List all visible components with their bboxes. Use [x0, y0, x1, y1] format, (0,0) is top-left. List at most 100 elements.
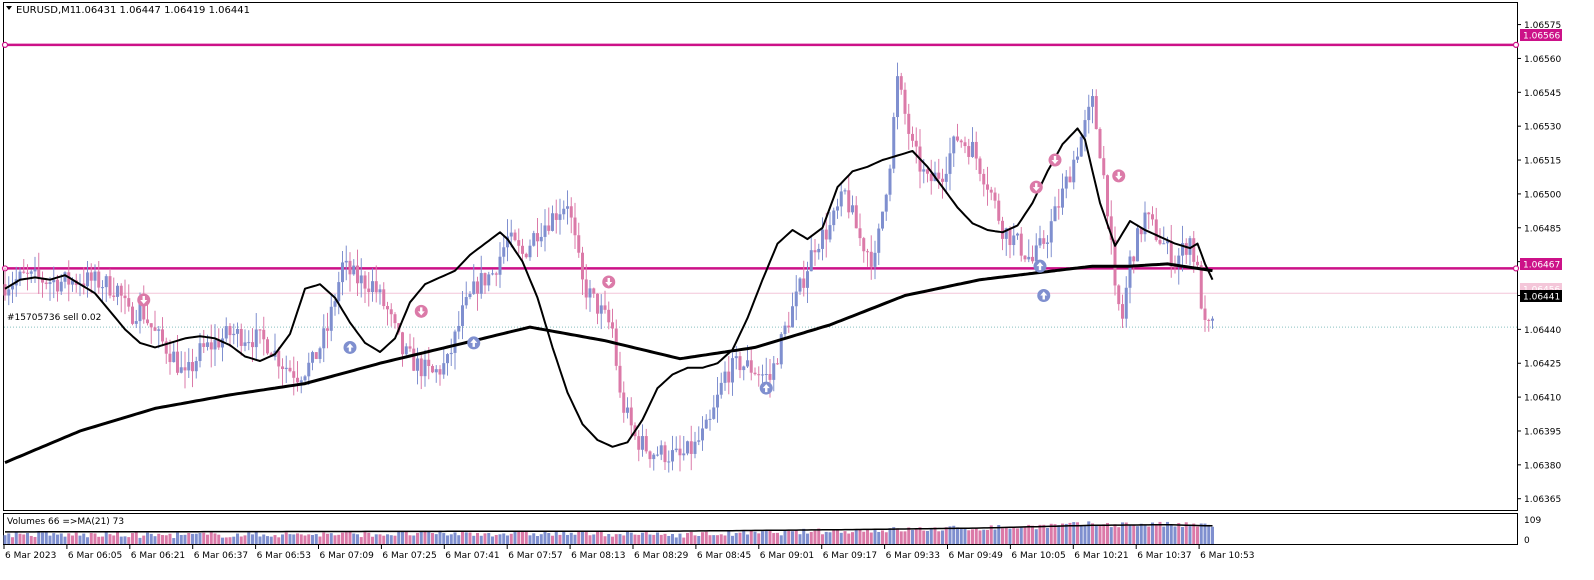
volume-bar — [592, 534, 596, 544]
candle-body — [247, 342, 251, 344]
candle-body — [93, 271, 97, 281]
volume-bar — [273, 535, 277, 544]
candle — [202, 329, 206, 354]
symbol-label: EURUSD,M1 — [16, 5, 76, 16]
volume-bar — [622, 535, 626, 544]
slow-moving-average-line — [4, 262, 1213, 464]
volume-bar — [1012, 527, 1016, 544]
candle — [817, 243, 821, 260]
candle-body — [899, 76, 903, 90]
arrow-glyph — [1036, 262, 1044, 271]
candle-body — [243, 342, 247, 346]
candle — [626, 397, 629, 419]
volume-bar — [277, 537, 281, 544]
volume-bar — [656, 532, 659, 544]
candle-body — [697, 440, 701, 442]
candle — [44, 279, 48, 290]
candle — [551, 205, 554, 232]
price-tick-label: 1.06530 — [1524, 123, 1561, 133]
candle — [532, 230, 536, 247]
candle-body — [506, 236, 509, 248]
candle — [498, 242, 502, 288]
candle — [704, 414, 708, 429]
candle — [776, 358, 779, 365]
volume-bar — [952, 525, 956, 544]
candle — [1169, 224, 1173, 278]
volume-bar — [393, 535, 397, 544]
volume-bar — [896, 528, 899, 544]
sell-arrow-icon — [1048, 153, 1062, 167]
volume-bar — [843, 531, 847, 544]
candle — [719, 372, 723, 399]
candle-body — [1151, 214, 1154, 220]
volume-bar — [1173, 526, 1177, 544]
candle — [1068, 166, 1072, 183]
volume-bar — [419, 531, 423, 544]
candle-body — [483, 273, 487, 286]
candle — [558, 198, 562, 235]
resistance-left-handle — [1, 41, 9, 48]
support-price-tag[interactable]: 1.06467 — [1520, 258, 1562, 271]
candle-body — [584, 279, 588, 298]
candle-body — [119, 285, 123, 296]
candle — [899, 72, 903, 95]
volume-bar — [213, 533, 217, 544]
volume-bar — [1117, 527, 1121, 544]
candle-body — [761, 374, 764, 376]
candle — [1031, 245, 1034, 264]
volume-bar — [877, 531, 881, 544]
candle-body — [63, 272, 67, 282]
candle — [611, 308, 614, 338]
dropdown-triangle-icon[interactable] — [6, 6, 12, 10]
candle-body — [1102, 158, 1106, 176]
volume-bar — [1181, 526, 1184, 544]
candle — [862, 236, 866, 263]
candle-body — [603, 305, 607, 310]
volume-bar — [768, 530, 772, 544]
candle-body — [1001, 220, 1004, 239]
candle — [723, 361, 727, 391]
candle — [581, 246, 584, 296]
candle-body — [41, 277, 44, 283]
volume-bar — [1042, 524, 1046, 544]
volume-bar — [629, 532, 633, 544]
candle-body — [734, 356, 738, 359]
resistance-price-tag[interactable]: 1.06566 — [1520, 29, 1562, 42]
candle — [536, 217, 539, 257]
volume-bar — [149, 533, 153, 544]
volume-bar — [1188, 526, 1192, 544]
candle-body — [618, 365, 622, 393]
volume-bar — [449, 534, 453, 544]
trade-label[interactable]: #15705736 sell 0.02 — [7, 313, 101, 323]
candle — [393, 312, 397, 329]
volume-bar — [603, 536, 607, 544]
candle — [693, 431, 697, 459]
candle-body — [427, 359, 431, 367]
volume-bar — [108, 534, 112, 544]
candle-body — [716, 394, 719, 408]
candle-body — [374, 281, 378, 293]
candle — [434, 365, 438, 383]
candle-body — [731, 358, 734, 383]
candle — [528, 239, 532, 261]
volume-bar — [416, 532, 419, 544]
candle — [948, 137, 952, 191]
volume-bar — [637, 534, 641, 544]
candle-body — [89, 272, 93, 281]
candle-body — [194, 361, 198, 372]
candle-body — [1019, 233, 1023, 256]
candle-body — [1072, 159, 1076, 183]
candle-body — [333, 301, 337, 307]
candle — [629, 397, 633, 437]
candle-body — [753, 372, 757, 375]
candle-body — [1196, 261, 1199, 266]
candle-body — [907, 113, 911, 134]
candle — [543, 209, 547, 252]
volume-bar — [329, 533, 333, 544]
price-tick-label: 1.06545 — [1524, 89, 1561, 99]
volume-indicator-label: Volumes 66 =>MA(21) 73 — [7, 517, 124, 527]
candle-body — [832, 210, 836, 226]
candle — [603, 290, 607, 314]
candle — [187, 348, 191, 378]
